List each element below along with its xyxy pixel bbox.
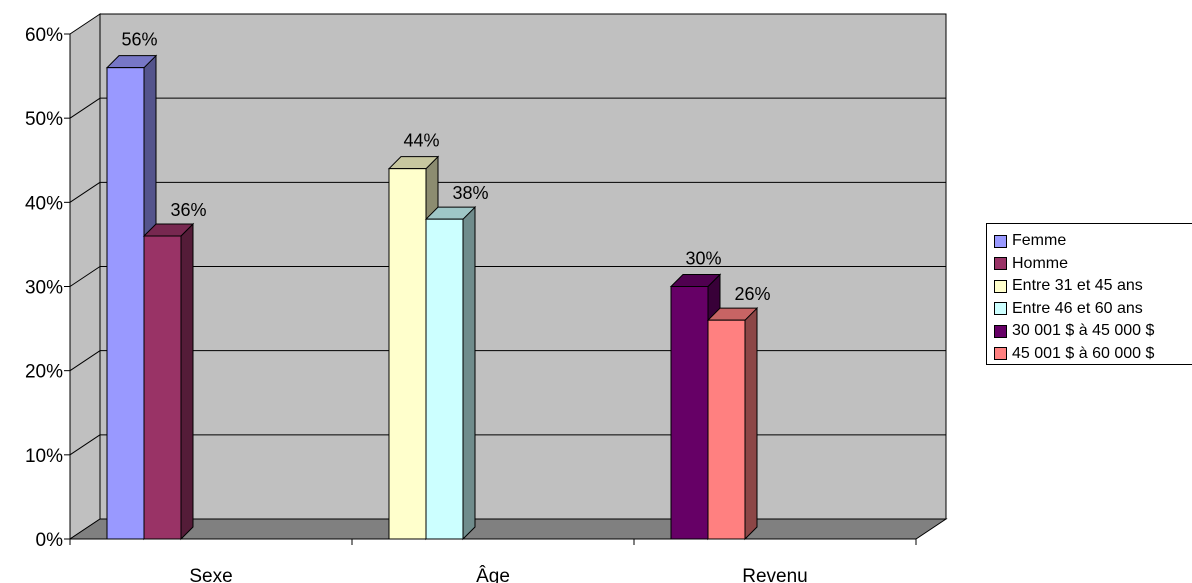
bar-front <box>707 319 746 540</box>
category-labels: Sexe Âge Revenu <box>189 565 807 583</box>
legend-swatch <box>994 234 1007 248</box>
bar-front <box>425 218 464 540</box>
bar-side <box>180 222 194 541</box>
data-label: 36% <box>170 200 206 220</box>
legend-swatch <box>994 257 1007 270</box>
data-label: 30% <box>685 249 721 269</box>
gridline-side <box>69 434 101 456</box>
bar <box>424 205 477 541</box>
bars <box>105 54 759 541</box>
legend-item: Homme <box>994 253 1068 275</box>
chart-walls <box>68 13 948 540</box>
legend-label: Homme <box>1012 254 1069 272</box>
legend-item: Entre 46 et 60 ans <box>994 298 1143 320</box>
data-label: 38% <box>452 183 488 203</box>
y-tick-labels: 0% 10% 20% 30% 40% 50% 60% <box>25 25 63 551</box>
data-labels: 56% 36% 44% 38% 30% 26% <box>121 30 770 304</box>
legend-swatch <box>994 302 1007 315</box>
y-tick-label: 40% <box>25 193 63 214</box>
gridline-side <box>69 350 101 372</box>
legend-label: Entre 46 et 60 ans <box>1012 299 1143 317</box>
bar <box>706 306 759 541</box>
floor <box>68 518 948 540</box>
legend-label: 30 001 $ à 45 000 $ <box>1012 322 1155 339</box>
category-label: Âge <box>476 565 510 583</box>
legend-swatch <box>994 324 1007 338</box>
bar-side <box>462 205 476 541</box>
bar-front <box>670 286 709 540</box>
bar <box>142 222 195 541</box>
legend-item: Entre 31 et 45 ans <box>994 275 1143 297</box>
bar-front <box>388 168 427 540</box>
legend: Femme Homme Entre 31 et 45 ans Entre 46 et … <box>986 223 1192 365</box>
y-tick-label: 20% <box>25 362 63 383</box>
bar-side <box>744 306 758 541</box>
axes <box>64 33 917 545</box>
category-label: Sexe <box>189 566 232 583</box>
gridline-side <box>69 266 101 287</box>
category-label: Revenu <box>742 566 808 583</box>
bar-front <box>106 67 145 540</box>
y-tick-label: 50% <box>25 109 63 130</box>
y-tick-label: 60% <box>25 25 63 46</box>
y-tick-label: 30% <box>25 278 63 299</box>
legend-label: 45 001 $ à 60 000 $ <box>1012 344 1155 362</box>
y-tick-label: 0% <box>36 530 64 551</box>
gridline-side <box>69 97 101 119</box>
data-label: 56% <box>121 30 157 50</box>
legend-item: 45 001 $ à 60 000 $ <box>994 343 1154 365</box>
legend-item: Femme <box>994 230 1066 252</box>
legend-label: Entre 31 et 45 ans <box>1012 277 1143 294</box>
legend-item: 30 001 $ à 45 000 $ <box>994 320 1154 342</box>
data-label: 44% <box>403 131 439 151</box>
legend-swatch <box>994 347 1007 360</box>
y-tick-label: 10% <box>25 446 63 467</box>
gridlines <box>69 97 946 456</box>
gridline-side <box>69 181 101 203</box>
bar-front <box>143 235 182 540</box>
legend-swatch <box>994 279 1007 293</box>
data-label: 26% <box>734 284 770 304</box>
legend-label: Femme <box>1012 232 1067 249</box>
